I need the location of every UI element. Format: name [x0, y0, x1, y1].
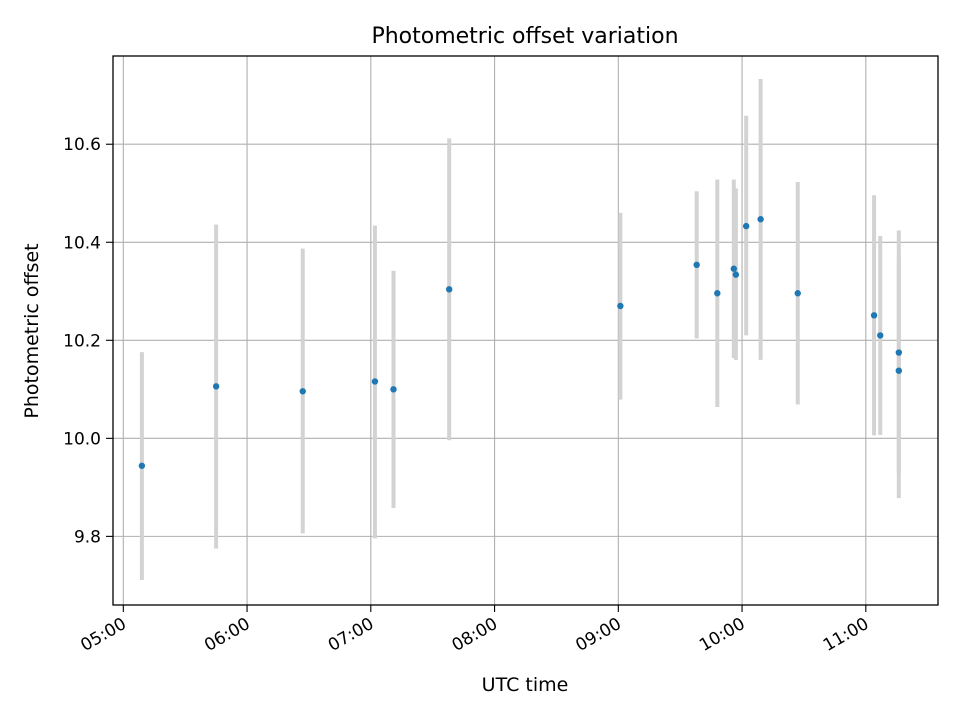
chart-title: Photometric offset variation [371, 24, 678, 49]
data-point [742, 222, 750, 230]
plot-frame [112, 55, 939, 606]
y-tick-label: 9.8 [74, 527, 101, 547]
data-point [895, 367, 903, 374]
data-point [794, 290, 801, 297]
data-point [390, 386, 397, 393]
data-point [877, 332, 884, 339]
data-point [299, 388, 306, 395]
data-point [617, 302, 624, 310]
data-point [714, 290, 721, 297]
data-points [138, 216, 903, 469]
y-axis-ticks: 9.8 10.0 10.2 10.4 10.6 [63, 135, 113, 547]
y-tick-label: 10.6 [63, 135, 101, 155]
y-tick-label: 10.4 [63, 233, 101, 253]
data-point [445, 286, 453, 293]
data-point [870, 312, 878, 319]
x-axis-label: UTC time [482, 674, 569, 696]
grid [113, 56, 938, 605]
data-point [212, 383, 220, 390]
data-point [757, 216, 764, 223]
data-point [371, 378, 379, 385]
data-point [732, 271, 740, 278]
y-axis-label: Photometric offset [21, 243, 43, 418]
data-point [730, 265, 738, 272]
y-tick-label: 10.2 [63, 331, 101, 351]
data-point [138, 462, 146, 469]
data-point [895, 349, 903, 356]
y-tick-label: 10.0 [63, 429, 101, 449]
data-point [693, 261, 700, 269]
